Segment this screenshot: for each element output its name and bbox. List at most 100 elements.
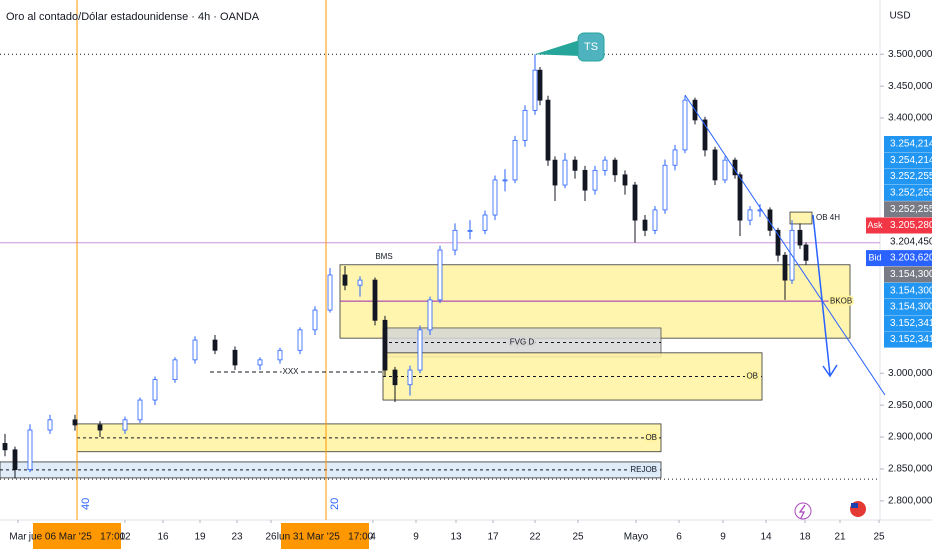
candle-body — [357, 279, 363, 286]
candle-body — [532, 69, 538, 111]
candle-body — [492, 179, 498, 216]
event-icon[interactable] — [794, 502, 812, 520]
date-label-box — [33, 523, 121, 549]
price-tag — [884, 282, 932, 299]
candle-body — [612, 159, 618, 176]
price-tag — [884, 217, 932, 234]
price-tag-prefix-box — [866, 250, 884, 267]
vertical-marker-label: 40 — [80, 498, 92, 510]
x-tick-label: 9 — [413, 532, 419, 543]
zone-label: REJOB — [630, 465, 657, 474]
x-tick-label: 19 — [194, 532, 206, 543]
zone-label: BMS — [375, 252, 392, 261]
currency: USD — [889, 11, 910, 22]
candle-body — [502, 179, 508, 182]
candle-body — [712, 149, 718, 181]
date-label-box — [281, 523, 369, 549]
candle-body — [803, 244, 809, 261]
price-tag — [884, 201, 932, 218]
y-tick-label: 2.900,000 — [888, 432, 932, 443]
callout-label: TS — [584, 41, 598, 53]
candle-body — [632, 184, 638, 221]
price-tag — [884, 136, 932, 152]
x-tick-label: 21 — [834, 532, 846, 543]
trend-line — [684, 94, 886, 396]
candle-body — [652, 209, 658, 231]
date-label: lun 31 Mar '25 17:00 — [277, 532, 374, 543]
candle-body — [372, 279, 378, 321]
candles — [2, 54, 809, 479]
x-tick-label: 9 — [720, 532, 726, 543]
candle-body — [172, 359, 178, 381]
zone-label: OB — [645, 433, 657, 442]
y-tick-label: 3.400,000 — [888, 113, 932, 124]
candle-body — [277, 349, 283, 361]
candle-body — [592, 169, 598, 191]
candle-body — [737, 174, 743, 221]
price-tag — [884, 152, 932, 169]
candle-body — [232, 349, 238, 366]
x-tick-label: 17 — [487, 532, 499, 543]
candle-body — [562, 159, 568, 186]
candle-body — [452, 229, 458, 251]
flag-canton — [851, 503, 858, 508]
candle-body — [797, 229, 803, 246]
y-tick-label: 2.850,000 — [888, 464, 932, 475]
candle-body — [407, 369, 413, 386]
zone — [789, 211, 813, 225]
price-tag — [884, 250, 932, 267]
price-tag-text: 3.254,214 — [890, 155, 932, 166]
candle-body — [212, 339, 218, 351]
zone — [76, 423, 662, 453]
x-tick-label: 4 — [370, 532, 376, 543]
x-tick-label: 18 — [799, 532, 811, 543]
candle-body — [72, 419, 78, 426]
price-tag-text: 3.204,450 — [890, 236, 932, 247]
candle-body — [392, 369, 398, 386]
price-tag-prefix-box — [866, 217, 884, 234]
price-tag-text: 3.152,341 — [890, 318, 932, 329]
x-tick-label: Mayo — [624, 532, 649, 543]
candle-body — [27, 429, 33, 470]
candle-body — [417, 329, 423, 371]
candle-body — [312, 309, 318, 331]
price-tag-text: 3.252,255 — [890, 188, 932, 199]
y-tick-label: 2.950,000 — [888, 400, 932, 411]
chart-title: Oro al contado/Dólar estadounidense · 4h… — [6, 11, 260, 23]
candle-body — [537, 69, 543, 101]
candle-body — [552, 159, 558, 186]
candle-body — [512, 139, 518, 181]
drawings: BKOB XXX — [0, 0, 880, 520]
price-tag-prefix: Bid — [868, 252, 881, 262]
price-tag — [884, 299, 932, 315]
arrow — [812, 214, 838, 378]
x-tick-label: 25 — [572, 532, 584, 543]
x-tick-label: Mar — [9, 532, 27, 543]
candle-body — [427, 299, 433, 331]
candle-body — [2, 443, 8, 451]
candle-body — [702, 119, 708, 151]
price-tag — [884, 266, 932, 283]
candle-body — [582, 169, 588, 191]
candle-body — [257, 359, 263, 366]
price-tag-text: 3.252,255 — [890, 204, 932, 215]
candle-body — [192, 339, 198, 361]
candle-body — [97, 424, 103, 431]
x-tick-label: 23 — [231, 532, 243, 543]
x-tick-label: 14 — [760, 532, 772, 543]
candle-body — [722, 159, 728, 181]
candle-body — [482, 214, 488, 231]
price-tag-text: 3.154,300 — [890, 302, 932, 313]
candle-body — [642, 219, 648, 231]
price-tag-text: 3.203,620 — [890, 253, 932, 264]
candle-body — [297, 329, 303, 351]
price-tag — [884, 168, 932, 185]
price-tag-text: 3.152,341 — [890, 334, 932, 345]
price-tag — [884, 315, 932, 332]
candle-body — [152, 379, 158, 401]
candle-body — [467, 229, 473, 232]
x-tick-label: 16 — [157, 532, 169, 543]
x-tick-label: 22 — [529, 532, 541, 543]
candle-body — [572, 159, 578, 171]
price-tag-text: 3.254,214 — [890, 139, 932, 150]
